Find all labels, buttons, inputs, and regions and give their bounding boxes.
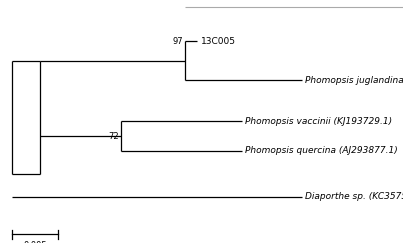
Text: Diaporthe sp. (KC357558.1): Diaporthe sp. (KC357558.1) <box>305 192 403 201</box>
Text: Phomopsis vaccinii (KJ193729.1): Phomopsis vaccinii (KJ193729.1) <box>245 117 392 126</box>
Text: Phomopsis quercina (AJ293877.1): Phomopsis quercina (AJ293877.1) <box>245 146 398 155</box>
Text: 13C005: 13C005 <box>201 37 236 46</box>
Text: 97: 97 <box>173 37 183 46</box>
Text: 72: 72 <box>108 131 119 141</box>
Text: Phomopsis juglandina (KC242236.1): Phomopsis juglandina (KC242236.1) <box>305 76 403 85</box>
Text: 0.005: 0.005 <box>23 241 47 243</box>
